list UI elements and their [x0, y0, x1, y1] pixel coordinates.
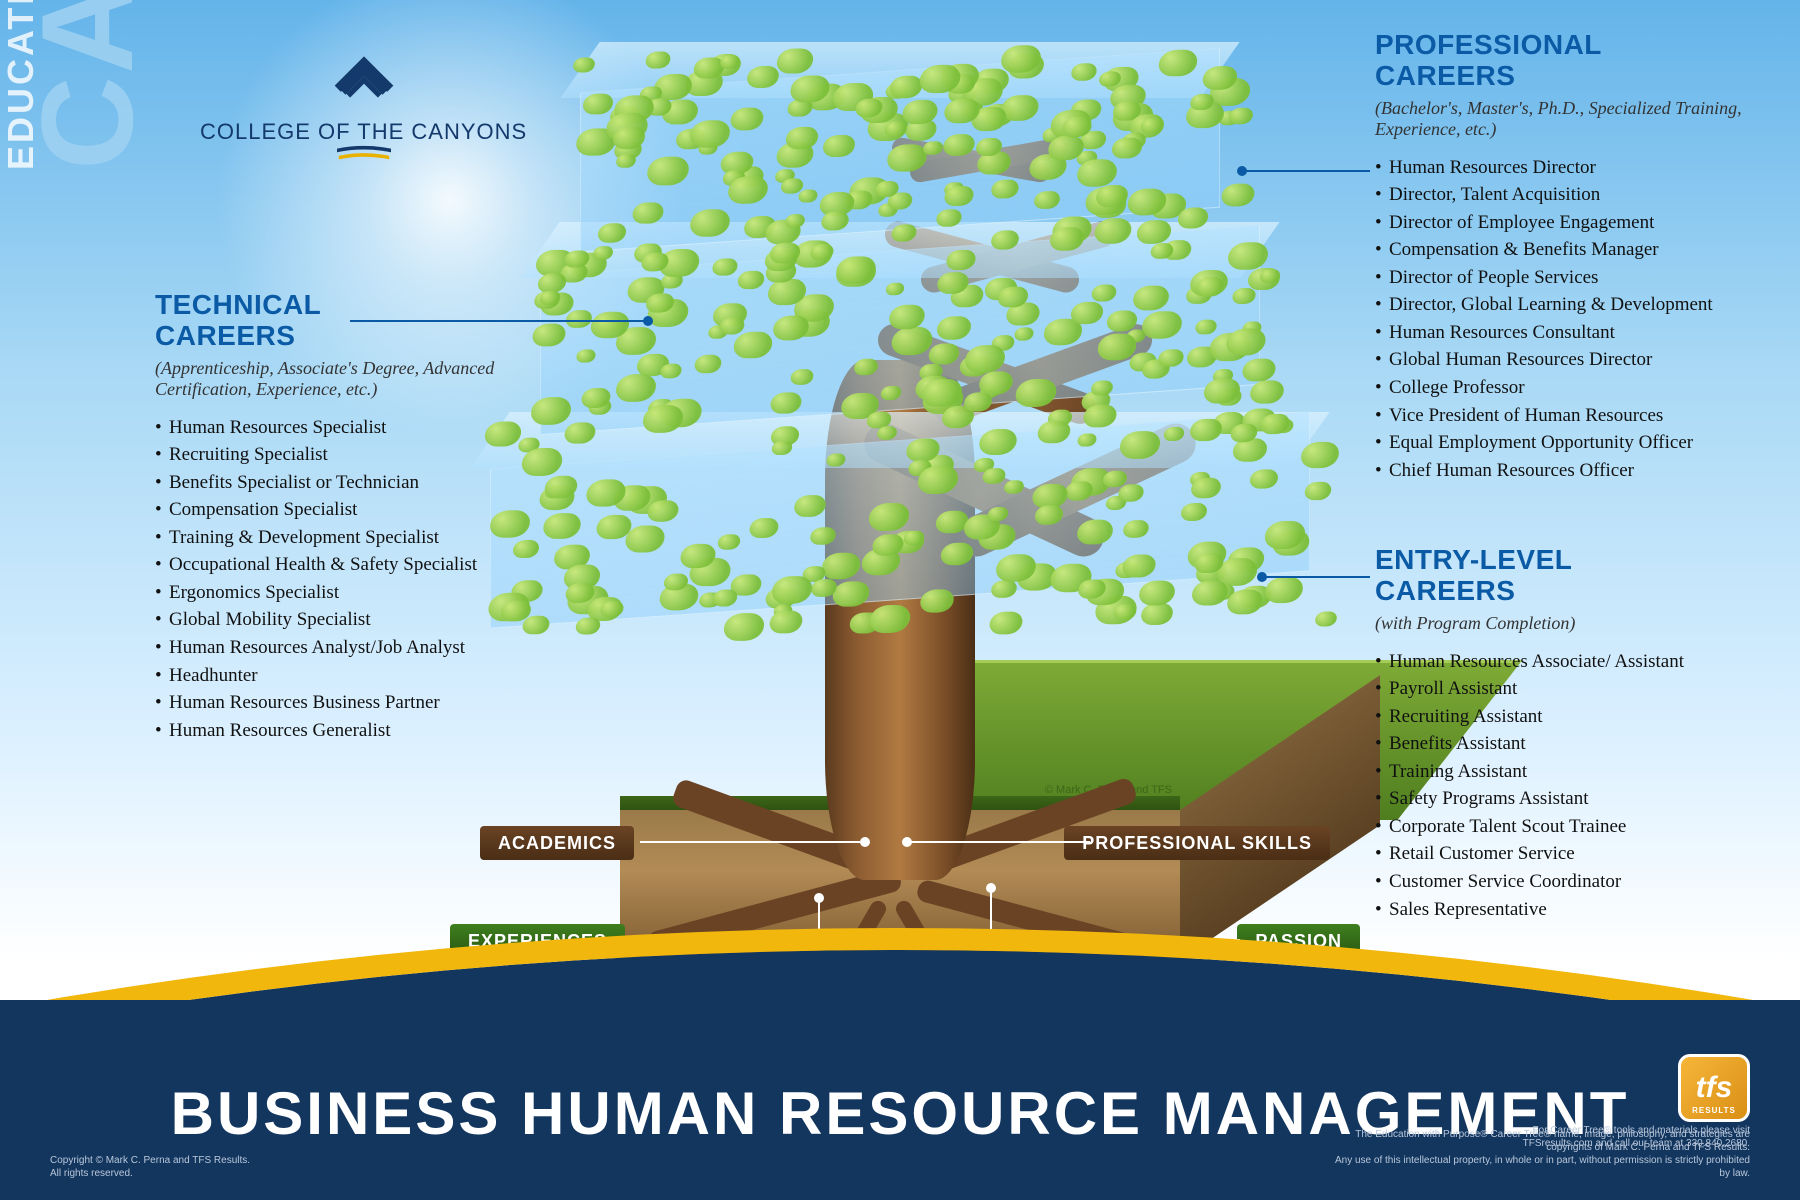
professional-careers-section: PROFESSIONAL CAREERS (Bachelor's, Master… — [1375, 30, 1795, 484]
tier-entry — [490, 440, 1310, 600]
professional-item: College Professor — [1375, 374, 1795, 402]
professional-item: Director, Talent Acquisition — [1375, 181, 1795, 209]
professional-item: Global Human Resources Director — [1375, 346, 1795, 374]
professional-subtitle: (Bachelor's, Master's, Ph.D., Specialize… — [1375, 98, 1795, 140]
root-label-academics: ACADEMICS — [480, 826, 634, 860]
college-logo-icon — [329, 50, 399, 110]
professional-item: Equal Employment Opportunity Officer — [1375, 429, 1795, 457]
entry-item: Training Assistant — [1375, 758, 1795, 786]
entry-careers-section: ENTRY-LEVEL CAREERS (with Program Comple… — [1375, 545, 1795, 923]
technical-subtitle: (Apprenticeship, Associate's Degree, Adv… — [155, 358, 575, 400]
professional-title: PROFESSIONAL CAREERS — [1375, 30, 1795, 92]
entry-item: Safety Programs Assistant — [1375, 785, 1795, 813]
entry-item: Customer Service Coordinator — [1375, 868, 1795, 896]
entry-title: ENTRY-LEVEL CAREERS — [1375, 545, 1795, 607]
technical-item: Human Resources Specialist — [155, 414, 575, 442]
entry-item: Benefits Assistant — [1375, 730, 1795, 758]
entry-item: Payroll Assistant — [1375, 675, 1795, 703]
copyright-left: Copyright © Mark C. Perna and TFS Result… — [50, 1154, 250, 1180]
technical-item: Training & Development Specialist — [155, 524, 575, 552]
tfs-logo: tfs RESULTS — [1678, 1054, 1750, 1122]
technical-item: Occupational Health & Safety Specialist — [155, 551, 575, 579]
technical-item: Human Resources Business Partner — [155, 689, 575, 717]
professional-item: Director, Global Learning & Development — [1375, 291, 1795, 319]
professional-item: Director of Employee Engagement — [1375, 209, 1795, 237]
technical-item: Human Resources Generalist — [155, 717, 575, 745]
entry-item: Corporate Talent Scout Trainee — [1375, 813, 1795, 841]
technical-item: Global Mobility Specialist — [155, 606, 575, 634]
college-logo-underline-icon — [334, 145, 394, 163]
footer: BUSINESS HUMAN RESOURCE MANAGEMENT tfs R… — [0, 1000, 1800, 1200]
technical-item: Human Resources Analyst/Job Analyst — [155, 634, 575, 662]
technical-item: Ergonomics Specialist — [155, 579, 575, 607]
technical-item: Benefits Specialist or Technician — [155, 469, 575, 497]
tier-professional — [580, 70, 1220, 230]
fineprint-legal: The Education with Purpose® Career Tree®… — [1330, 1128, 1750, 1180]
connector-entry — [1262, 576, 1370, 578]
side-career-tree-label: EDUCATION WITH PURPOSE CAREER TREE® — [0, 0, 162, 170]
tier-technical — [540, 250, 1260, 410]
professional-item: Compensation & Benefits Manager — [1375, 236, 1795, 264]
career-tree-graphic: © Mark C. Perna and TFS ACADEMICS PROFES… — [440, 10, 1360, 1030]
root-label-professional-skills: PROFESSIONAL SKILLS — [1064, 826, 1330, 860]
professional-item: Vice President of Human Resources — [1375, 402, 1795, 430]
professional-item: Director of People Services — [1375, 264, 1795, 292]
entry-item: Retail Customer Service — [1375, 840, 1795, 868]
professional-item: Chief Human Resources Officer — [1375, 457, 1795, 485]
technical-item: Recruiting Specialist — [155, 441, 575, 469]
entry-item: Recruiting Assistant — [1375, 703, 1795, 731]
entry-subtitle: (with Program Completion) — [1375, 613, 1795, 634]
technical-careers-section: TECHNICAL CAREERS (Apprenticeship, Assoc… — [155, 290, 575, 744]
professional-item: Human Resources Consultant — [1375, 319, 1795, 347]
technical-item: Compensation Specialist — [155, 496, 575, 524]
technical-title: TECHNICAL CAREERS — [155, 290, 575, 352]
connector-professional — [1242, 170, 1370, 172]
technical-item: Headhunter — [155, 662, 575, 690]
entry-item: Human Resources Associate/ Assistant — [1375, 648, 1795, 676]
professional-item: Human Resources Director — [1375, 154, 1795, 182]
